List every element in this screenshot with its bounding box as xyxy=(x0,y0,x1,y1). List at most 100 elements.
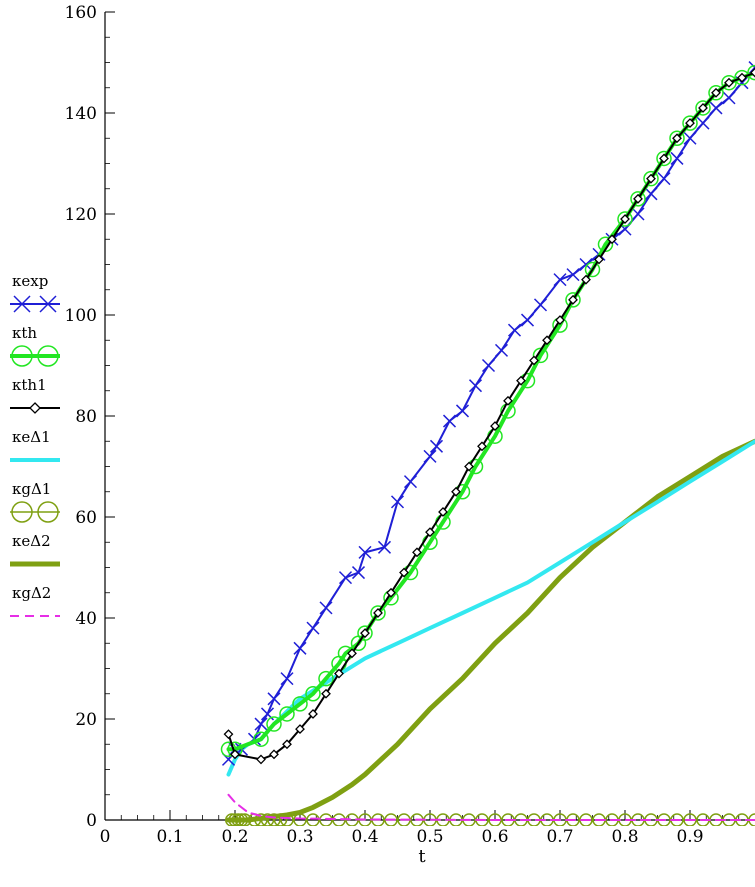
data-point xyxy=(228,813,242,826)
data-point xyxy=(293,641,307,655)
data-point xyxy=(750,67,755,78)
x-tick-label: 0.8 xyxy=(611,827,638,847)
marker-stroke xyxy=(13,295,31,313)
data-point xyxy=(695,100,711,116)
data-point xyxy=(685,118,695,129)
marker-stroke xyxy=(267,692,281,706)
data-point xyxy=(507,323,522,337)
data-point xyxy=(266,716,282,732)
data-point xyxy=(230,749,240,760)
data-point xyxy=(581,274,591,285)
data-point xyxy=(568,294,578,305)
marker-stroke xyxy=(722,91,736,105)
data-point xyxy=(238,813,252,826)
x-tick-label: 0.2 xyxy=(221,827,248,847)
legend-entry-3: κeΔ1 xyxy=(10,428,60,462)
data-point xyxy=(306,621,320,635)
data-point xyxy=(399,567,409,578)
y-tick-label: 40 xyxy=(75,609,97,629)
marker-stroke xyxy=(351,566,366,580)
marker-stroke xyxy=(631,207,645,221)
data-point xyxy=(555,315,565,325)
marker-stroke xyxy=(709,101,723,115)
data-point xyxy=(709,101,723,115)
data-point xyxy=(234,813,249,826)
data-point xyxy=(377,540,392,554)
series-5 xyxy=(226,438,755,823)
data-point xyxy=(386,587,396,598)
y-tick-label: 100 xyxy=(65,306,97,326)
data-point xyxy=(455,404,470,418)
data-point xyxy=(529,355,539,366)
data-point xyxy=(280,672,294,686)
data-point xyxy=(292,696,308,712)
x-axis-label: t xyxy=(418,846,426,867)
data-point xyxy=(351,566,366,580)
marker-stroke xyxy=(644,187,658,201)
marker-stroke xyxy=(735,76,749,90)
legend-entry-5: κeΔ2 xyxy=(10,532,60,567)
data-point xyxy=(347,648,357,659)
y-tick-label: 20 xyxy=(75,710,97,730)
data-point xyxy=(293,813,307,826)
legend-swatch-marker xyxy=(37,501,59,523)
data-point xyxy=(370,605,386,621)
legend-entry-0: κexp xyxy=(10,272,60,313)
series-2 xyxy=(223,67,755,765)
data-point xyxy=(429,439,444,453)
marker-stroke xyxy=(338,571,353,585)
data-point xyxy=(425,527,435,538)
data-point xyxy=(358,545,372,559)
data-point xyxy=(384,813,398,826)
series-line xyxy=(227,793,755,821)
x-tick-label: 0.4 xyxy=(351,827,378,847)
marker-stroke xyxy=(748,61,755,69)
data-point xyxy=(254,717,268,731)
marker-stroke xyxy=(494,343,509,357)
data-point xyxy=(451,486,461,497)
data-point xyxy=(267,692,281,706)
series-0 xyxy=(221,61,755,766)
x-tick-label: 0.3 xyxy=(286,827,313,847)
series-6 xyxy=(227,793,755,821)
data-point xyxy=(553,273,567,287)
data-point xyxy=(594,254,604,265)
data-point xyxy=(597,236,614,253)
series-line xyxy=(227,71,755,761)
data-point xyxy=(643,170,659,187)
data-point xyxy=(633,193,643,204)
data-point xyxy=(566,268,580,282)
data-point xyxy=(617,211,633,227)
y-tick-label: 0 xyxy=(86,811,97,831)
data-point xyxy=(734,69,750,86)
data-point xyxy=(630,191,646,207)
data-point xyxy=(295,724,305,735)
data-point xyxy=(253,731,269,747)
data-point xyxy=(267,813,281,826)
data-point xyxy=(280,813,294,826)
data-point xyxy=(260,813,275,826)
data-point xyxy=(282,739,292,750)
marker-stroke xyxy=(566,268,580,282)
data-point xyxy=(338,571,353,585)
data-point xyxy=(579,813,593,826)
data-point xyxy=(696,116,710,130)
data-point xyxy=(494,343,509,357)
legend-label: κgΔ2 xyxy=(12,584,51,602)
data-point xyxy=(481,358,496,373)
marker-stroke xyxy=(748,66,755,75)
data-point xyxy=(748,61,755,75)
series-3 xyxy=(226,439,755,777)
x-tick-label: 0.6 xyxy=(481,827,508,847)
legend-entry-6: κgΔ2 xyxy=(10,584,60,617)
legend-label: κeΔ2 xyxy=(12,532,51,550)
data-point xyxy=(334,668,344,679)
marker-stroke xyxy=(319,601,333,615)
marker-stroke xyxy=(579,257,593,272)
data-point xyxy=(220,741,237,758)
data-point xyxy=(520,313,535,327)
data-point xyxy=(669,130,685,146)
x-tick-label: 0.7 xyxy=(546,827,573,847)
data-point xyxy=(308,709,318,719)
